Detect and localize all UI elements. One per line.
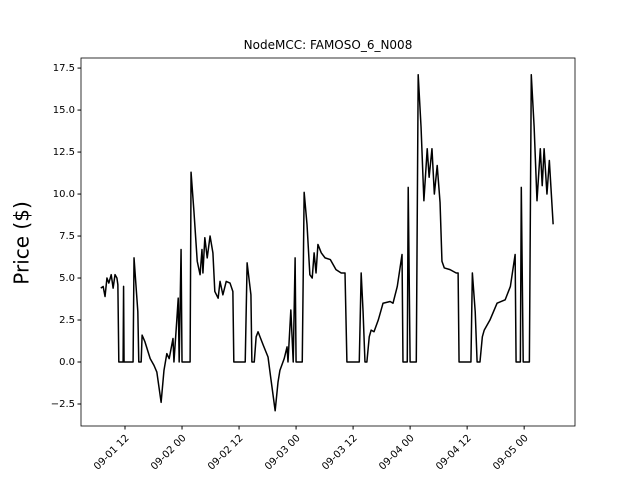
plot-frame bbox=[80, 57, 576, 427]
x-tick-label: 09-02 12 bbox=[206, 433, 246, 473]
y-tick-label: 2.5 bbox=[59, 315, 75, 326]
y-tick-label: 17.5 bbox=[53, 63, 75, 74]
x-tick-label: 09-03 00 bbox=[263, 433, 303, 473]
y-tick-label: 5.0 bbox=[59, 273, 75, 284]
y-axis-label: Price ($) bbox=[10, 201, 34, 284]
y-tick-label: 0.0 bbox=[59, 357, 75, 368]
x-tick-label: 09-03 12 bbox=[320, 433, 360, 473]
x-tick-label: 09-02 00 bbox=[149, 433, 189, 473]
line-series bbox=[100, 74, 554, 412]
x-tick-label: 09-01 12 bbox=[92, 433, 132, 473]
y-tick-label: 15.0 bbox=[53, 105, 75, 116]
x-tick-label: 09-04 00 bbox=[377, 433, 417, 473]
x-tick-label: 09-05 00 bbox=[491, 433, 531, 473]
y-tick-label: 10.0 bbox=[53, 189, 75, 200]
x-tick-label: 09-04 12 bbox=[434, 433, 474, 473]
y-tick-label: −2.5 bbox=[51, 399, 75, 410]
chart-title: NodeMCC: FAMOSO_6_N008 bbox=[244, 38, 413, 52]
y-tick-label: 12.5 bbox=[53, 147, 75, 158]
y-tick-label: 7.5 bbox=[59, 231, 75, 242]
